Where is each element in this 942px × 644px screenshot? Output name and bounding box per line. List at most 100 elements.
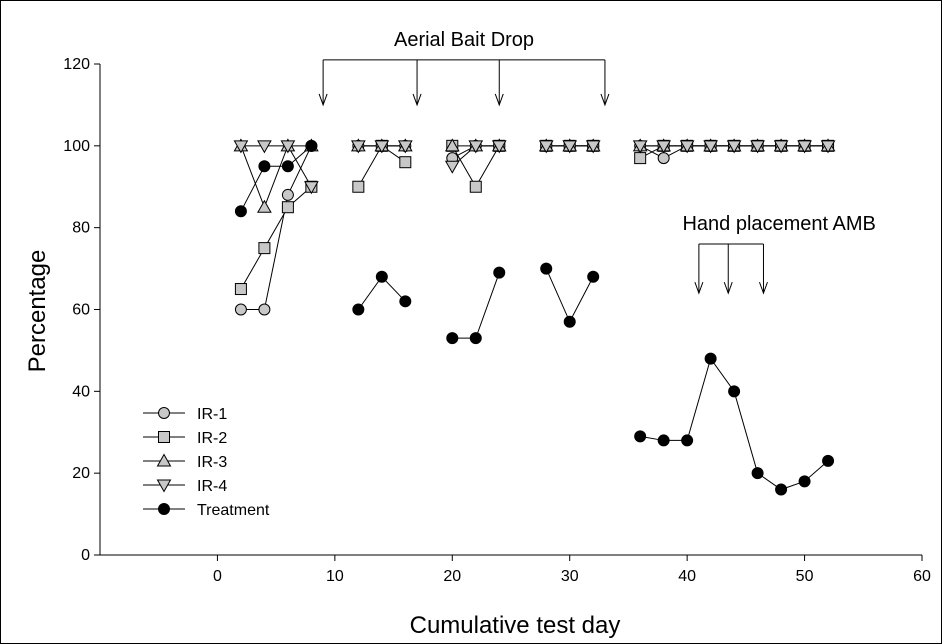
- data-point-ir-4: [679, 140, 695, 154]
- data-point-treatment: [563, 315, 576, 328]
- y-tick-label: 100: [63, 138, 90, 155]
- y-axis-title: Percentage: [24, 250, 51, 373]
- annotation-arrow-head: [694, 281, 704, 295]
- legend-label: IR-4: [197, 478, 227, 495]
- series-line-treatment: [545, 268, 594, 323]
- data-point-ir-1: [234, 303, 247, 316]
- data-point-treatment: [751, 467, 764, 480]
- data-point-ir-4: [468, 140, 484, 154]
- data-point-ir-4: [632, 140, 648, 154]
- data-point-treatment: [728, 385, 741, 398]
- legend-item-treatment: Treatment: [143, 502, 270, 519]
- legend-label: IR-3: [197, 454, 227, 471]
- legend-marker: [156, 479, 172, 493]
- data-point-ir-4: [538, 140, 554, 154]
- legend-marker: [158, 431, 170, 443]
- data-point-treatment: [305, 139, 318, 152]
- x-tick-label: 40: [678, 568, 696, 585]
- series-line-ir-2: [240, 186, 312, 290]
- data-point-ir-4: [350, 140, 366, 154]
- legend-item-ir-1: IR-1: [143, 406, 227, 423]
- data-point-treatment: [352, 303, 365, 316]
- data-point-ir-4: [374, 140, 390, 154]
- x-tick-label: 60: [913, 568, 931, 585]
- data-point-ir-4: [233, 140, 249, 154]
- data-point-ir-2: [634, 152, 647, 165]
- legend-label: IR-2: [197, 430, 227, 447]
- data-point-treatment: [540, 262, 553, 275]
- data-point-ir-2: [281, 201, 294, 214]
- data-point-ir-3: [257, 199, 272, 213]
- data-point-treatment: [775, 483, 788, 496]
- series-line-treatment: [240, 145, 312, 212]
- data-point-treatment: [281, 160, 294, 173]
- legend-item-ir-3: IR-3: [143, 453, 227, 471]
- data-point-ir-4: [797, 140, 812, 154]
- data-point-treatment: [681, 434, 694, 447]
- annotation-0: Aerial Bait Drop: [318, 29, 610, 107]
- data-point-treatment: [469, 332, 482, 345]
- data-point-ir-2: [399, 156, 412, 169]
- data-point-treatment: [634, 430, 647, 443]
- data-point-treatment: [798, 475, 811, 488]
- x-axis-title: Cumulative test day: [410, 612, 621, 639]
- data-point-ir-4: [562, 140, 578, 154]
- data-point-ir-4: [491, 140, 507, 154]
- data-point-ir-2: [234, 283, 247, 296]
- data-point-ir-4: [726, 140, 742, 154]
- x-tick-label: 0: [213, 568, 222, 585]
- data-point-ir-4: [397, 140, 413, 154]
- series-line-treatment: [452, 272, 500, 339]
- data-point-treatment: [375, 270, 388, 283]
- y-tick-label: 60: [72, 302, 90, 319]
- data-point-treatment: [587, 270, 600, 283]
- series-markers: [233, 138, 836, 496]
- legend-item-ir-2: IR-2: [143, 430, 227, 447]
- data-point-ir-4: [257, 140, 272, 154]
- legend-label: Treatment: [197, 502, 270, 519]
- data-point-ir-4: [585, 140, 601, 154]
- legend-marker: [158, 407, 170, 419]
- data-point-ir-2: [258, 242, 271, 255]
- data-point-ir-4: [444, 160, 460, 174]
- data-point-ir-4: [656, 140, 672, 154]
- data-point-treatment: [822, 454, 835, 467]
- annotation-label: Aerial Bait Drop: [394, 29, 534, 51]
- x-tick-label: 30: [561, 568, 579, 585]
- data-point-ir-1: [281, 188, 294, 201]
- data-point-treatment: [258, 160, 271, 173]
- y-tick-label: 40: [72, 383, 90, 400]
- y-tick-label: 80: [72, 220, 90, 237]
- data-point-treatment: [399, 295, 412, 308]
- data-point-ir-2: [469, 180, 482, 193]
- x-tick-label: 10: [326, 568, 344, 585]
- data-point-ir-1: [258, 303, 271, 316]
- data-point-ir-2: [352, 180, 365, 193]
- data-point-treatment: [704, 352, 717, 365]
- data-point-treatment: [446, 332, 459, 345]
- series-line-ir-1: [240, 145, 312, 310]
- annotation-label: Hand placement AMB: [682, 213, 875, 235]
- y-tick-label: 120: [63, 56, 90, 73]
- annotation-arrow-head: [600, 93, 610, 107]
- annotation-arrow-head: [412, 93, 422, 107]
- legend-label: IR-1: [197, 406, 227, 423]
- data-point-ir-4: [773, 140, 789, 154]
- x-tick-label: 50: [796, 568, 814, 585]
- y-tick-label: 0: [81, 547, 90, 564]
- data-point-treatment: [493, 266, 506, 279]
- annotation-arrow-head: [759, 281, 768, 295]
- series-line-treatment: [640, 357, 829, 491]
- annotation-arrow-head: [494, 93, 504, 107]
- annotation-arrow-head: [723, 281, 733, 295]
- data-point-ir-4: [280, 140, 296, 154]
- annotation-1: Hand placement AMB: [682, 213, 876, 295]
- legend-item-ir-4: IR-4: [143, 478, 227, 495]
- data-point-treatment: [657, 434, 670, 447]
- annotations: Aerial Bait Drop Hand placement AMB: [318, 29, 876, 295]
- x-tick-label: 20: [443, 568, 461, 585]
- legend: IR-1 IR-2 IR-3 IR-4 Treatment: [143, 406, 270, 519]
- y-tick-label: 20: [72, 465, 90, 482]
